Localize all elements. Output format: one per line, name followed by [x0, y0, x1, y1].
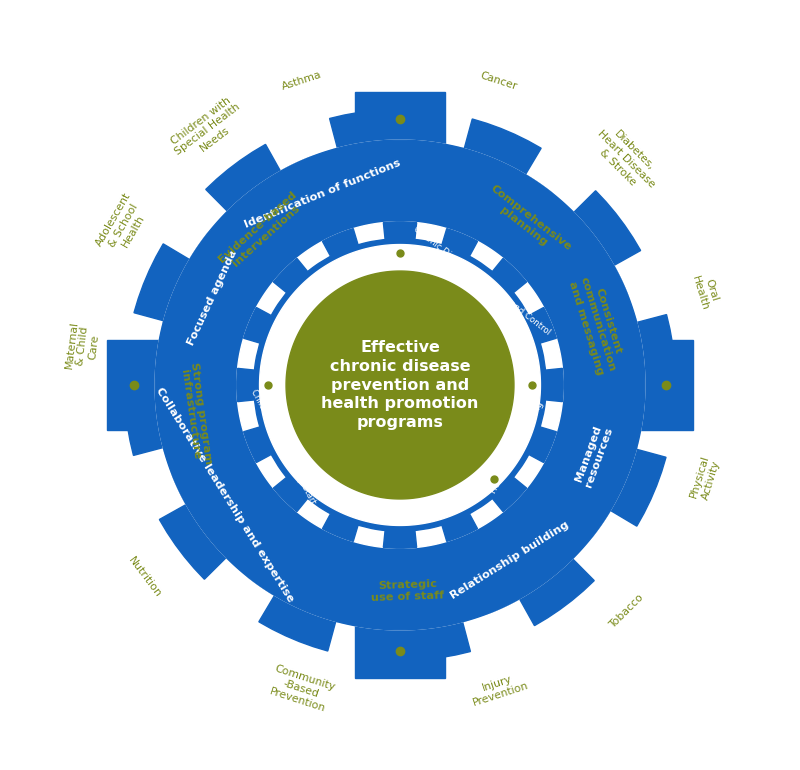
Text: Community
-Based
Prevention: Community -Based Prevention [266, 664, 336, 715]
Text: Consistent
communication
and messaging: Consistent communication and messaging [567, 273, 628, 377]
Text: Strategic
use of staff: Strategic use of staff [370, 579, 444, 604]
Polygon shape [124, 109, 676, 661]
Text: Adolescent
& School
Health: Adolescent & School Health [94, 191, 153, 259]
Text: Evidence-based
interventions: Evidence-based interventions [217, 189, 306, 273]
Polygon shape [155, 140, 645, 630]
Text: Cancer: Cancer [479, 70, 518, 92]
Text: Children Have a Healthy Start: Children Have a Healthy Start [249, 388, 318, 506]
Text: Identification of functions: Identification of functions [243, 158, 402, 229]
Polygon shape [355, 92, 445, 678]
Text: Physical
Activity: Physical Activity [689, 454, 722, 503]
Text: Healthy and Safe Living: Healthy and Safe Living [489, 400, 545, 494]
Polygon shape [155, 140, 645, 630]
Polygon shape [107, 340, 693, 430]
Text: Injury
Prevention: Injury Prevention [468, 670, 530, 708]
Text: Tobacco: Tobacco [607, 592, 645, 630]
Text: Diabetes,
Heart Disease
& Stroke: Diabetes, Heart Disease & Stroke [587, 120, 665, 198]
Text: Effective
chronic disease
prevention and
health promotion
programs: Effective chronic disease prevention and… [322, 340, 478, 430]
Text: Focused agenda: Focused agenda [186, 249, 239, 347]
Text: Oral
Health: Oral Health [690, 271, 721, 312]
Polygon shape [259, 245, 541, 525]
Text: Comprehensive
planning: Comprehensive planning [481, 183, 573, 262]
Text: Asthma: Asthma [280, 70, 322, 92]
Polygon shape [237, 222, 563, 548]
Text: Chronic Disease Prevention and Control: Chronic Disease Prevention and Control [411, 224, 552, 336]
Text: Managed
resources: Managed resources [573, 422, 615, 489]
Text: Strong program
infrastructure: Strong program infrastructure [178, 361, 214, 466]
Polygon shape [237, 222, 563, 548]
Text: Nutrition: Nutrition [126, 555, 163, 599]
Text: Children with
Special Health
Needs: Children with Special Health Needs [166, 93, 249, 167]
Text: Collaborative leadership and expertise: Collaborative leadership and expertise [154, 385, 296, 604]
Polygon shape [77, 62, 723, 708]
Text: Maternal
& Child
Care: Maternal & Child Care [63, 320, 102, 372]
Text: Relationship building: Relationship building [448, 519, 570, 601]
Polygon shape [286, 271, 514, 499]
